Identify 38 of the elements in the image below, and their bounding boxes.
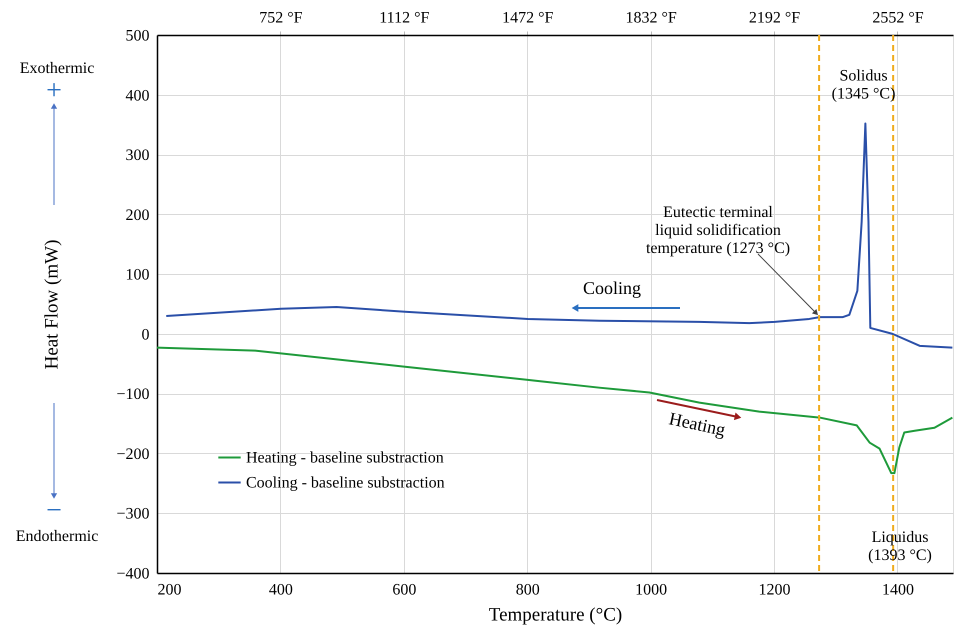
y-tick-label: 500: [126, 28, 150, 44]
annotation: Cooling: [582, 278, 642, 298]
y-tick-label: −200: [116, 446, 150, 463]
x2-tick-label: 2192 °F: [748, 10, 800, 26]
ref-line-label: Eutectic terminal liquid solidification temperature (1273 °C): [646, 204, 790, 257]
y-tick-label: 0: [142, 326, 150, 344]
y-tick-label: 100: [126, 266, 150, 284]
y-tick-label: −100: [116, 386, 150, 404]
line-series: [156, 346, 954, 474]
y-tick-label: −400: [116, 566, 150, 582]
x-tick-label: 800: [516, 582, 540, 598]
x2-tick-label: 752 °F: [259, 10, 303, 26]
text: Endothermic: [16, 528, 98, 545]
x-tick-label: 1200: [758, 582, 791, 598]
y-tick-label: 200: [126, 206, 150, 224]
ref-line-label: Liquidus (1393 °C): [868, 529, 932, 564]
y-tick-label: 300: [126, 147, 150, 164]
x2-tick-label: 1472 °F: [502, 10, 554, 26]
text: Exothermic: [20, 60, 94, 77]
text: −: [46, 495, 62, 526]
x-tick-label: 1000: [635, 582, 668, 598]
text: +: [46, 75, 62, 106]
legend-label: Cooling - baseline substraction: [246, 474, 445, 492]
annotation: Solidus (1345 °C): [832, 67, 896, 102]
x-axis-title: Temperature (°C): [488, 604, 622, 626]
y-tick-label: −300: [116, 506, 150, 523]
x-tick-label: 200: [158, 582, 182, 598]
y-tick-label: 400: [126, 87, 150, 104]
annotation: Heating: [667, 408, 728, 440]
x2-tick-label: 2552 °F: [872, 10, 924, 26]
line-series: [165, 122, 954, 349]
x-tick-label: 1400: [882, 582, 914, 598]
y-axis-title: Heat Flow (mW): [41, 240, 62, 370]
x2-tick-label: 1112 °F: [379, 10, 430, 26]
legend-label: Heating - baseline substraction: [246, 450, 444, 466]
x-tick-label: 400: [268, 582, 293, 598]
x-tick-label: 600: [392, 582, 416, 598]
x2-tick-label: 1832 °F: [625, 10, 677, 26]
